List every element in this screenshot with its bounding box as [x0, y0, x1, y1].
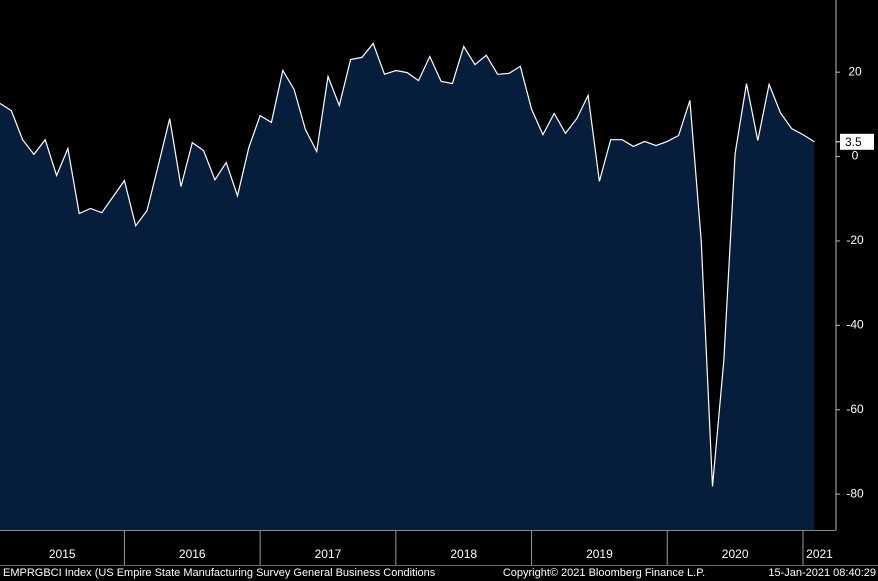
- x-tick-label: 2017: [315, 547, 342, 561]
- x-tick-label: 2020: [722, 547, 749, 561]
- x-tick-label: 2015: [49, 547, 76, 561]
- x-tick-label: 2021: [806, 547, 833, 561]
- x-tick-label: 2016: [179, 547, 206, 561]
- x-tick-label: 2019: [586, 547, 613, 561]
- y-tick-label: -80: [846, 486, 864, 500]
- footer-copyright: Copyright© 2021 Bloomberg Finance L.P.: [503, 567, 705, 579]
- y-tick-label: -40: [846, 318, 864, 332]
- footer-timestamp: 15-Jan-2021 08:40:29: [768, 567, 876, 579]
- last-value-box: [840, 133, 874, 150]
- last-value-label: 3.5: [845, 135, 862, 149]
- y-tick-label: -60: [846, 402, 864, 416]
- plot-area: [0, 42, 815, 530]
- x-tick-label: 2018: [450, 547, 477, 561]
- y-tick-label: 0: [852, 149, 859, 163]
- line: [0, 42, 815, 487]
- y-tick-label: 20: [848, 64, 862, 78]
- footer-title: EMPRGBCI Index (US Empire State Manufact…: [3, 567, 436, 579]
- y-tick-label: -20: [846, 233, 864, 247]
- area: [0, 43, 815, 530]
